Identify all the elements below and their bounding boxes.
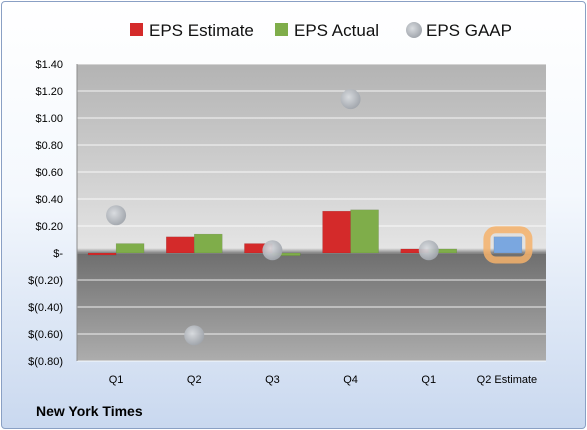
x-tick-label: Q1 xyxy=(109,374,124,386)
y-tick-label: $0.80 xyxy=(35,140,63,152)
legend-label: EPS Estimate xyxy=(149,21,254,40)
y-tick-label: $- xyxy=(53,248,63,260)
point-eps-gaap xyxy=(262,240,283,261)
legend-label: EPS Actual xyxy=(294,21,379,40)
x-tick-label: Q2 Estimate xyxy=(477,374,538,386)
bar-eps-actual xyxy=(194,233,223,254)
point-eps-gaap xyxy=(418,240,439,261)
point-eps-gaap xyxy=(340,89,361,110)
highlight-glow xyxy=(483,226,533,264)
bar-eps-estimate xyxy=(87,252,117,256)
y-axis: $1.40 $1.20 $1.00 $0.80 $0.60 $0.40 $0.20 $- $(0… xyxy=(28,59,78,368)
data-marks xyxy=(87,89,533,346)
point-eps-gaap xyxy=(184,325,205,346)
legend-label: EPS GAAP xyxy=(426,21,512,40)
y-tick-label: $(0.20) xyxy=(28,275,63,287)
y-tick-label: $0.60 xyxy=(35,167,63,179)
bar-eps-actual xyxy=(493,236,523,254)
x-tick-label: Q2 xyxy=(187,374,202,386)
legend-swatch xyxy=(275,23,288,36)
y-tick-label: $0.20 xyxy=(35,221,63,233)
x-axis: Q1 Q2 Q3 Q4 Q1 Q2 Estimate xyxy=(109,374,537,386)
bar-eps-estimate xyxy=(166,236,195,254)
y-tick-label: $1.40 xyxy=(35,59,63,71)
y-tick-label: $(0.60) xyxy=(28,329,63,341)
company-label: New York Times xyxy=(36,403,143,419)
bar-eps-actual xyxy=(115,243,145,254)
x-tick-label: Q1 xyxy=(421,374,436,386)
x-tick-label: Q3 xyxy=(265,374,280,386)
y-tick-label: $(0.40) xyxy=(28,302,63,314)
legend-swatch xyxy=(406,22,422,38)
y-tick-label: $(0.80) xyxy=(28,356,63,368)
y-tick-label: $1.20 xyxy=(35,86,63,98)
grid-lines xyxy=(77,63,546,362)
point-eps-gaap xyxy=(106,205,127,226)
legend: EPS Estimate EPS Actual EPS GAAP xyxy=(130,21,512,40)
y-tick-label: $0.40 xyxy=(35,194,63,206)
y-tick-label: $1.00 xyxy=(35,113,63,125)
plot-area xyxy=(77,64,546,361)
x-tick-label: Q4 xyxy=(343,374,358,386)
bar-eps-estimate xyxy=(322,210,351,254)
bar-eps-actual xyxy=(350,209,379,254)
legend-swatch xyxy=(130,23,143,36)
